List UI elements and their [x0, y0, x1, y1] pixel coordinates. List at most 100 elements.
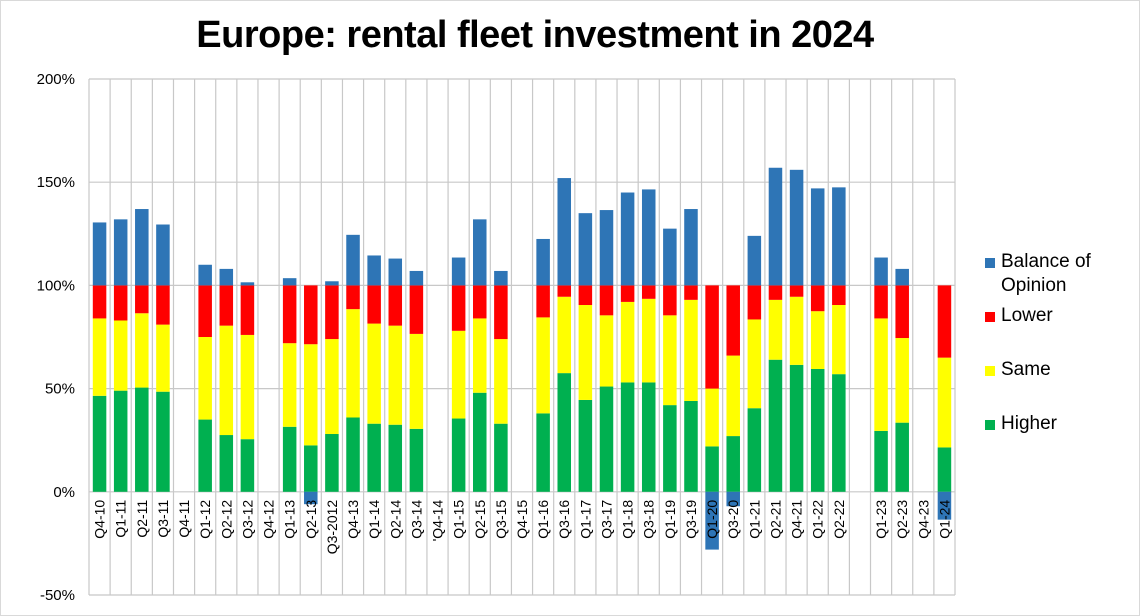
bar-same[interactable] — [663, 315, 677, 406]
bar-same[interactable] — [789, 296, 804, 365]
bar-same[interactable] — [325, 339, 339, 435]
bar-higher[interactable] — [620, 382, 635, 492]
bar-same[interactable] — [219, 325, 234, 436]
bar-balance-of-opinion[interactable] — [789, 169, 804, 286]
bar-higher[interactable] — [874, 430, 888, 492]
bar-lower[interactable] — [92, 285, 107, 319]
bar-higher[interactable] — [895, 422, 909, 492]
bar-lower[interactable] — [895, 285, 909, 339]
bar-higher[interactable] — [367, 423, 381, 492]
bar-same[interactable] — [895, 338, 909, 423]
bar-lower[interactable] — [641, 285, 656, 299]
bar-same[interactable] — [388, 325, 403, 425]
bar-same[interactable] — [92, 318, 107, 396]
bar-lower[interactable] — [620, 285, 635, 302]
bar-higher[interactable] — [789, 364, 804, 492]
bar-balance-of-opinion[interactable] — [282, 278, 297, 286]
bar-same[interactable] — [641, 298, 656, 383]
bar-higher[interactable] — [304, 445, 318, 492]
bar-same[interactable] — [874, 318, 888, 431]
bar-higher[interactable] — [472, 392, 487, 492]
bar-balance-of-opinion[interactable] — [198, 264, 212, 286]
bar-same[interactable] — [705, 388, 719, 447]
bar-lower[interactable] — [536, 285, 550, 318]
bar-same[interactable] — [536, 317, 550, 414]
bar-lower[interactable] — [240, 285, 255, 335]
bar-higher[interactable] — [388, 424, 403, 492]
bar-balance-of-opinion[interactable] — [388, 258, 403, 286]
bar-higher[interactable] — [705, 446, 719, 492]
bar-higher[interactable] — [282, 426, 297, 492]
bar-balance-of-opinion[interactable] — [684, 209, 698, 286]
bar-same[interactable] — [240, 334, 255, 440]
bar-balance-of-opinion[interactable] — [472, 219, 487, 286]
bar-balance-of-opinion[interactable] — [113, 219, 128, 286]
bar-same[interactable] — [937, 357, 952, 448]
bar-lower[interactable] — [578, 285, 593, 306]
bar-same[interactable] — [113, 320, 128, 391]
bar-higher[interactable] — [726, 436, 740, 492]
bar-lower[interactable] — [937, 285, 952, 358]
bar-lower[interactable] — [113, 285, 128, 321]
bar-lower[interactable] — [219, 285, 234, 326]
bar-lower[interactable] — [599, 285, 614, 316]
bar-lower[interactable] — [325, 285, 339, 340]
bar-higher[interactable] — [325, 434, 339, 492]
bar-same[interactable] — [726, 355, 740, 437]
bar-lower[interactable] — [472, 285, 487, 319]
bar-balance-of-opinion[interactable] — [768, 167, 783, 286]
bar-lower[interactable] — [304, 285, 318, 345]
bar-lower[interactable] — [388, 285, 403, 326]
bar-higher[interactable] — [557, 373, 572, 492]
bar-lower[interactable] — [198, 285, 212, 337]
bar-same[interactable] — [472, 318, 487, 393]
bar-balance-of-opinion[interactable] — [747, 235, 762, 286]
bar-same[interactable] — [599, 315, 614, 387]
bar-balance-of-opinion[interactable] — [620, 192, 635, 286]
bar-balance-of-opinion[interactable] — [367, 255, 381, 286]
bar-higher[interactable] — [747, 408, 762, 492]
bar-same[interactable] — [198, 337, 212, 420]
bar-higher[interactable] — [219, 435, 234, 492]
bar-lower[interactable] — [684, 285, 698, 300]
bar-balance-of-opinion[interactable] — [874, 257, 888, 286]
bar-balance-of-opinion[interactable] — [810, 188, 825, 286]
bar-lower[interactable] — [705, 285, 719, 389]
bar-same[interactable] — [156, 324, 170, 392]
bar-same[interactable] — [810, 311, 825, 369]
bar-same[interactable] — [684, 299, 698, 401]
bar-lower[interactable] — [874, 285, 888, 319]
bar-same[interactable] — [494, 339, 508, 424]
bar-same[interactable] — [304, 344, 318, 446]
bar-balance-of-opinion[interactable] — [557, 178, 572, 286]
bar-balance-of-opinion[interactable] — [219, 268, 234, 286]
bar-higher[interactable] — [494, 423, 508, 492]
bar-lower[interactable] — [747, 285, 762, 320]
legend-item-higher[interactable]: Higher — [985, 412, 1057, 436]
bar-balance-of-opinion[interactable] — [325, 281, 339, 286]
bar-higher[interactable] — [684, 400, 698, 492]
bar-lower[interactable] — [810, 285, 825, 312]
bar-balance-of-opinion[interactable] — [599, 210, 614, 286]
bar-higher[interactable] — [937, 447, 952, 492]
bar-same[interactable] — [620, 301, 635, 383]
bar-lower[interactable] — [663, 285, 677, 316]
bar-higher[interactable] — [663, 405, 677, 492]
bar-same[interactable] — [282, 343, 297, 427]
bar-higher[interactable] — [92, 395, 107, 492]
bar-lower[interactable] — [832, 285, 846, 306]
bar-balance-of-opinion[interactable] — [156, 224, 170, 286]
bar-balance-of-opinion[interactable] — [705, 491, 719, 550]
bar-lower[interactable] — [135, 285, 149, 314]
bar-lower[interactable] — [494, 285, 508, 340]
bar-balance-of-opinion[interactable] — [937, 491, 952, 520]
bar-balance-of-opinion[interactable] — [135, 209, 149, 286]
bar-same[interactable] — [557, 296, 572, 374]
bar-lower[interactable] — [451, 285, 466, 331]
legend-item-same[interactable]: Same — [985, 358, 1051, 382]
bar-balance-of-opinion[interactable] — [641, 189, 656, 286]
bar-balance-of-opinion[interactable] — [240, 282, 255, 286]
bar-higher[interactable] — [409, 428, 424, 492]
bar-balance-of-opinion[interactable] — [895, 268, 909, 286]
bar-balance-of-opinion[interactable] — [92, 222, 107, 286]
